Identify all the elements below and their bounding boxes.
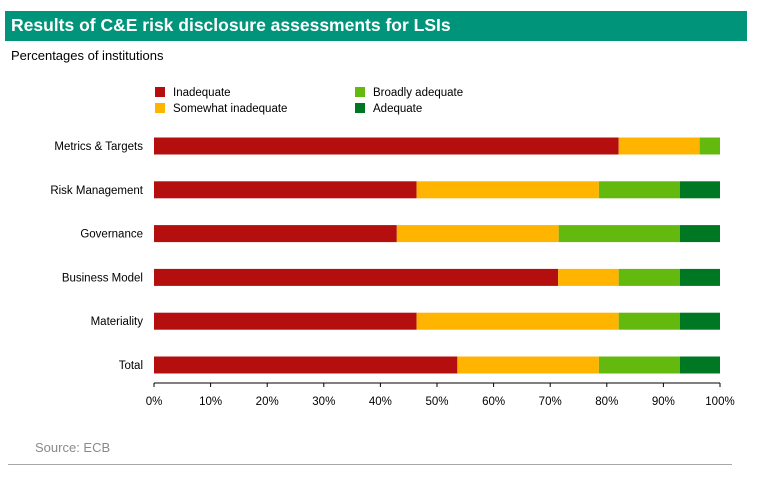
bar-segment-governance-somewhat-inadequate	[396, 225, 559, 243]
legend-label-broadly-adequate: Broadly adequate	[373, 87, 463, 99]
bar-segment-materiality-broadly-adequate	[618, 312, 680, 330]
legend-swatch-somewhat-inadequate	[155, 103, 165, 113]
bar-segment-risk-management-broadly-adequate	[598, 181, 680, 199]
x-tick-label: 100%	[705, 396, 734, 408]
bottom-divider	[8, 464, 732, 465]
legend-label-somewhat-inadequate: Somewhat inadequate	[173, 103, 287, 115]
x-tick-label: 10%	[199, 396, 222, 408]
bar-segment-business-model-somewhat-inadequate	[558, 268, 619, 286]
category-label-metrics-and-targets: Metrics & Targets	[54, 141, 143, 153]
bar-segment-metrics-and-targets-broadly-adequate	[699, 137, 720, 155]
source-note: Source: ECB	[35, 440, 111, 455]
bar-segment-total-somewhat-inadequate	[457, 356, 599, 374]
category-label-governance: Governance	[80, 229, 143, 241]
legend-label-inadequate: Inadequate	[173, 87, 231, 99]
chart-title: Results of C&E risk disclosure assessmen…	[11, 15, 451, 35]
legend-label-adequate: Adequate	[373, 103, 422, 115]
category-label-total: Total	[119, 360, 143, 372]
x-tick-label: 90%	[652, 396, 675, 408]
x-tick-label: 40%	[369, 396, 392, 408]
stacked-bar-chart: Inadequate Somewhat inadequate Broadly ade…	[50, 87, 735, 408]
x-tick-label: 30%	[312, 396, 335, 408]
x-tick-label: 0%	[146, 396, 163, 408]
x-tick-label: 70%	[539, 396, 562, 408]
bar-segment-business-model-broadly-adequate	[618, 268, 680, 286]
legend-swatch-adequate	[355, 103, 365, 113]
bar-segment-business-model-adequate	[679, 268, 720, 286]
category-label-materiality: Materiality	[91, 316, 144, 328]
bar-segment-total-inadequate	[154, 356, 458, 374]
x-tick-label: 60%	[482, 396, 505, 408]
legend-swatch-inadequate	[155, 87, 165, 97]
bar-segment-risk-management-adequate	[679, 181, 720, 199]
bar-segment-metrics-and-targets-inadequate	[154, 137, 619, 155]
x-tick-label: 50%	[425, 396, 448, 408]
chart-subtitle: Percentages of institutions	[11, 48, 164, 63]
bar-segment-risk-management-inadequate	[154, 181, 417, 199]
x-tick-label: 20%	[256, 396, 279, 408]
bar-segment-governance-inadequate	[154, 225, 397, 243]
bar-segment-materiality-inadequate	[154, 312, 417, 330]
bar-segment-materiality-somewhat-inadequate	[416, 312, 619, 330]
bar-segment-risk-management-somewhat-inadequate	[416, 181, 599, 199]
bar-segment-governance-adequate	[679, 225, 720, 243]
bar-segment-metrics-and-targets-somewhat-inadequate	[618, 137, 700, 155]
legend-swatch-broadly-adequate	[355, 87, 365, 97]
category-label-risk-management: Risk Management	[50, 185, 143, 197]
title-bar: Results of C&E risk disclosure assessmen…	[5, 11, 747, 41]
x-tick-label: 80%	[595, 396, 618, 408]
bar-segment-total-broadly-adequate	[598, 356, 680, 374]
bar-segment-materiality-adequate	[679, 312, 720, 330]
category-label-business-model: Business Model	[62, 272, 143, 284]
bar-segment-business-model-inadequate	[154, 268, 559, 286]
bar-segment-total-adequate	[679, 356, 720, 374]
bar-segment-governance-broadly-adequate	[558, 225, 680, 243]
